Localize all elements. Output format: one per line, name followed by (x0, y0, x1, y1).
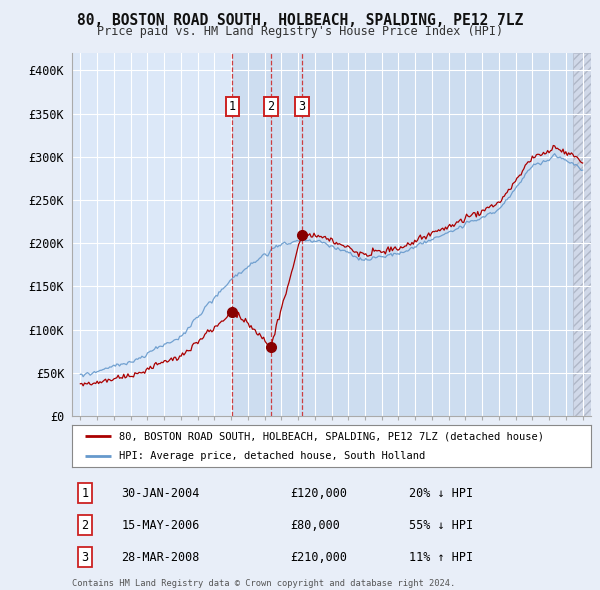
Text: 3: 3 (298, 100, 305, 113)
Text: 55% ↓ HPI: 55% ↓ HPI (409, 519, 473, 532)
Text: 1: 1 (229, 100, 236, 113)
Text: Price paid vs. HM Land Registry's House Price Index (HPI): Price paid vs. HM Land Registry's House … (97, 25, 503, 38)
Text: 80, BOSTON ROAD SOUTH, HOLBEACH, SPALDING, PE12 7LZ: 80, BOSTON ROAD SOUTH, HOLBEACH, SPALDIN… (77, 13, 523, 28)
Text: 15-MAY-2006: 15-MAY-2006 (121, 519, 200, 532)
Text: 3: 3 (82, 550, 89, 563)
Text: 1: 1 (82, 487, 89, 500)
Bar (573, 53, 591, 416)
Text: 80, BOSTON ROAD SOUTH, HOLBEACH, SPALDING, PE12 7LZ (detached house): 80, BOSTON ROAD SOUTH, HOLBEACH, SPALDIN… (119, 431, 544, 441)
Text: 2: 2 (267, 100, 274, 113)
Text: HPI: Average price, detached house, South Holland: HPI: Average price, detached house, Sout… (119, 451, 425, 461)
Text: 30-JAN-2004: 30-JAN-2004 (121, 487, 200, 500)
Text: 28-MAR-2008: 28-MAR-2008 (121, 550, 200, 563)
Text: 20% ↓ HPI: 20% ↓ HPI (409, 487, 473, 500)
Text: £80,000: £80,000 (290, 519, 340, 532)
Bar (232, 53, 573, 416)
Text: 2: 2 (82, 519, 89, 532)
Text: 11% ↑ HPI: 11% ↑ HPI (409, 550, 473, 563)
Text: Contains HM Land Registry data © Crown copyright and database right 2024.
This d: Contains HM Land Registry data © Crown c… (72, 579, 455, 590)
Text: £120,000: £120,000 (290, 487, 347, 500)
Text: £210,000: £210,000 (290, 550, 347, 563)
